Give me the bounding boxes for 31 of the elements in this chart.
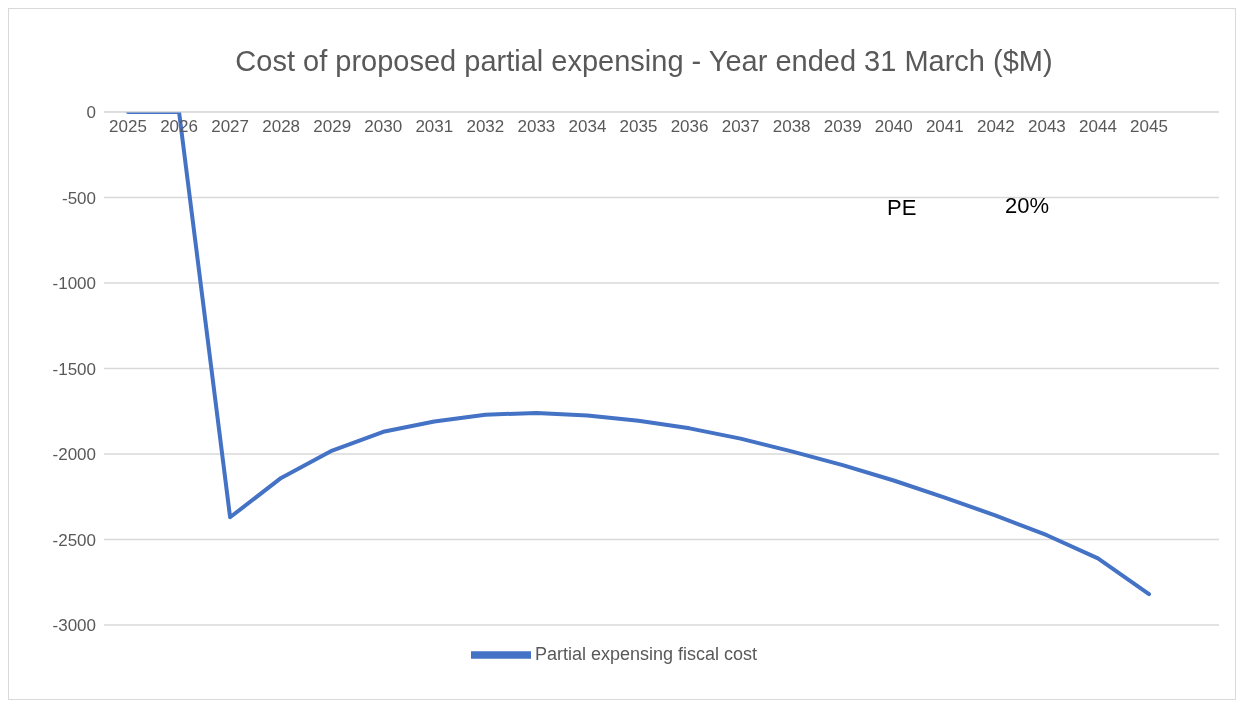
- x-tick-label: 2031: [415, 117, 454, 137]
- x-tick-label: 2028: [262, 117, 301, 137]
- x-tick-label: 2032: [466, 117, 505, 137]
- x-tick-label: 2038: [772, 117, 811, 137]
- x-tick-label: 2036: [670, 117, 709, 137]
- x-tick-label: 2025: [109, 117, 147, 137]
- chart-title: Cost of proposed partial expensing - Year ended 31 March ($M): [234, 45, 1054, 78]
- x-tick-label: 2040: [874, 117, 913, 137]
- x-tick-label: 2043: [1027, 117, 1066, 137]
- y-tick-label: -2500: [52, 530, 96, 550]
- x-tick-label: 2037: [721, 117, 760, 137]
- note-text: 20%: [1005, 193, 1050, 219]
- y-tick-label: -1000: [52, 274, 96, 294]
- note-text: PE: [887, 195, 917, 221]
- x-tick-label: 2045: [1130, 117, 1168, 137]
- y-tick-label: -1500: [52, 359, 96, 379]
- x-tick-label: 2035: [619, 117, 658, 137]
- y-tick-label: -2000: [52, 445, 96, 465]
- x-tick-label: 2030: [364, 117, 403, 137]
- y-tick-label: -3000: [52, 616, 96, 636]
- legend-label: Partial expensing fiscal cost: [534, 643, 758, 664]
- x-tick-label: 2027: [211, 117, 250, 137]
- x-tick-label: 2041: [925, 117, 964, 137]
- x-tick-label: 2034: [568, 117, 607, 137]
- x-tick-label: 2029: [313, 117, 352, 137]
- y-tick-label: 0: [86, 103, 96, 123]
- x-tick-label: 2039: [823, 117, 862, 137]
- y-tick-label: -500: [61, 188, 96, 208]
- x-tick-label: 2033: [517, 117, 556, 137]
- x-tick-label: 2044: [1079, 117, 1117, 137]
- x-tick-label: 2042: [976, 117, 1015, 137]
